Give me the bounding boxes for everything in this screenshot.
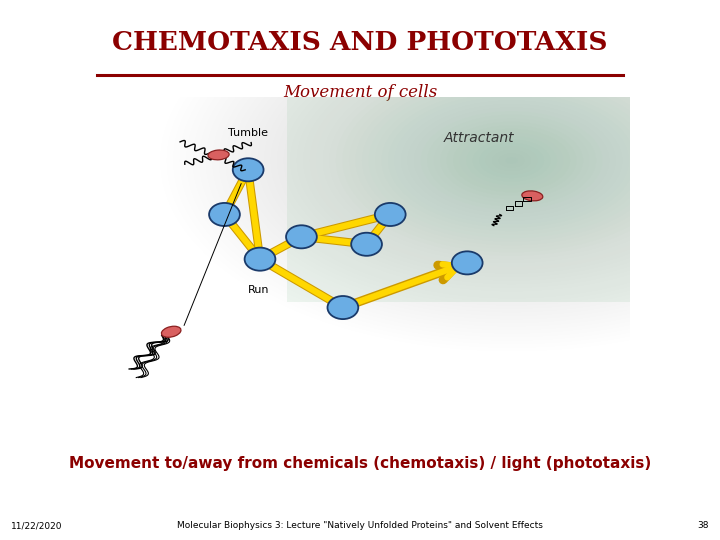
Ellipse shape (286, 225, 317, 248)
Text: CHEMOTAXIS AND PHOTOTAXIS: CHEMOTAXIS AND PHOTOTAXIS (112, 30, 608, 55)
Ellipse shape (245, 248, 275, 271)
Text: Molecular Biophysics 3: Lecture "Natively Unfolded Proteins" and Solvent Effects: Molecular Biophysics 3: Lecture "Nativel… (177, 521, 543, 530)
Ellipse shape (522, 191, 543, 201)
Text: Tumble: Tumble (228, 129, 268, 138)
Ellipse shape (161, 326, 181, 338)
Polygon shape (287, 97, 630, 302)
Text: Attractant: Attractant (444, 131, 514, 145)
Ellipse shape (233, 158, 264, 181)
Text: 11/22/2020: 11/22/2020 (11, 521, 63, 530)
Ellipse shape (208, 150, 229, 160)
Text: 38: 38 (698, 521, 709, 530)
Text: Run: Run (248, 285, 270, 295)
Ellipse shape (375, 203, 405, 226)
Ellipse shape (351, 233, 382, 256)
Text: Movement to/away from chemicals (chemotaxis) / light (phototaxis): Movement to/away from chemicals (chemota… (69, 456, 651, 471)
Ellipse shape (452, 251, 482, 274)
Text: Movement of cells: Movement of cells (283, 84, 437, 100)
Ellipse shape (328, 296, 359, 319)
Ellipse shape (209, 203, 240, 226)
